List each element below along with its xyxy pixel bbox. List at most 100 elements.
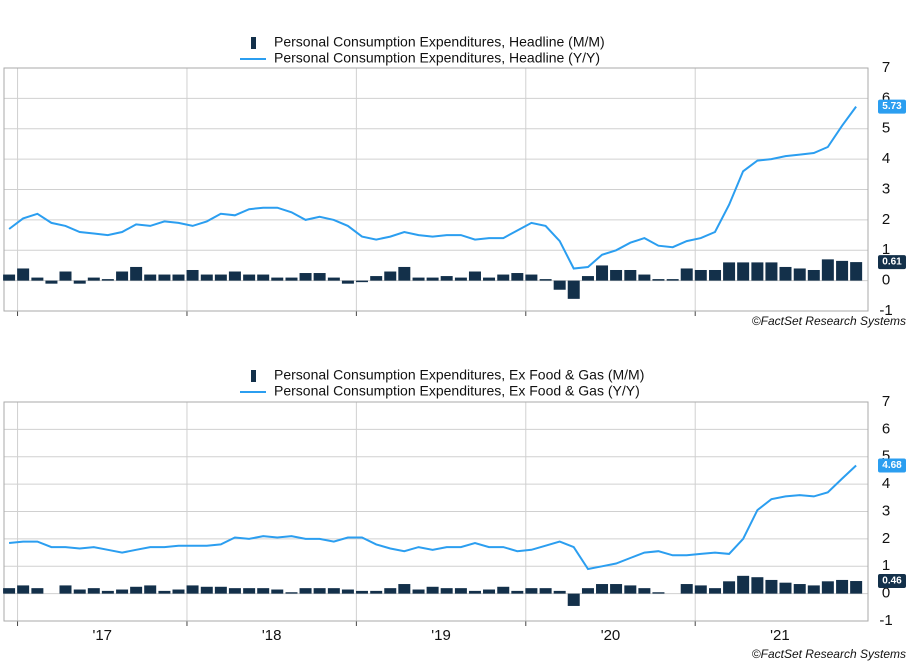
bar xyxy=(511,273,524,281)
x-tick-label: '21 xyxy=(770,627,790,644)
bar xyxy=(807,585,820,594)
bar xyxy=(398,584,411,594)
bar xyxy=(610,269,623,281)
bar xyxy=(31,277,44,281)
bar xyxy=(116,271,129,281)
bar xyxy=(539,279,552,281)
bar xyxy=(723,262,736,281)
y-tick-label: -1 xyxy=(879,302,892,319)
bar xyxy=(398,266,411,281)
legend-swatch xyxy=(251,37,256,49)
bar xyxy=(341,589,354,594)
bar xyxy=(525,274,538,281)
bar xyxy=(596,584,609,594)
bar xyxy=(59,271,72,281)
bar xyxy=(610,584,623,594)
bar xyxy=(793,584,806,594)
bar xyxy=(468,590,481,594)
bar xyxy=(370,276,383,281)
bar xyxy=(412,277,425,281)
bar xyxy=(511,590,524,594)
bar xyxy=(737,575,750,594)
bar xyxy=(553,590,566,594)
bar xyxy=(130,586,143,594)
y-tick-label: 0 xyxy=(882,585,890,602)
bar xyxy=(567,593,580,606)
bar xyxy=(652,592,665,594)
bar xyxy=(31,588,44,594)
y-tick-label: 2 xyxy=(882,211,890,228)
y-tick-label: 1 xyxy=(882,557,890,574)
bar xyxy=(327,588,340,594)
y-tick-label: 7 xyxy=(882,393,890,410)
value-label: 0.61 xyxy=(882,257,902,268)
bar xyxy=(694,585,707,594)
bar xyxy=(370,590,383,594)
bar xyxy=(426,277,439,281)
plot-frame xyxy=(3,401,869,622)
line xyxy=(9,464,857,571)
bar xyxy=(144,585,157,594)
bar xyxy=(779,266,792,281)
bar xyxy=(172,274,185,281)
bar xyxy=(214,274,227,281)
y-tick-label: 3 xyxy=(882,180,890,197)
line xyxy=(8,106,857,270)
bar xyxy=(468,271,481,281)
value-label: 5.73 xyxy=(882,101,902,112)
bar xyxy=(850,581,863,594)
bar xyxy=(313,588,326,594)
bar xyxy=(765,579,778,594)
bar xyxy=(73,280,86,284)
bar xyxy=(144,274,157,281)
bar xyxy=(821,581,834,594)
value-label-box xyxy=(878,99,906,114)
bar xyxy=(483,589,496,594)
bar xyxy=(483,277,496,281)
bar xyxy=(581,276,594,281)
bar xyxy=(3,274,16,281)
y-tick-label: 0 xyxy=(882,272,890,289)
bar xyxy=(709,588,722,594)
bar xyxy=(638,274,651,281)
bar xyxy=(172,589,185,594)
bar xyxy=(525,588,538,594)
bar xyxy=(836,260,849,281)
y-tick-label: 1 xyxy=(882,241,890,258)
bar xyxy=(553,280,566,290)
bar xyxy=(327,277,340,281)
bar xyxy=(807,269,820,281)
bar xyxy=(271,589,284,594)
bar xyxy=(73,589,86,594)
bar xyxy=(285,277,298,281)
bar xyxy=(158,274,171,281)
x-tick-label: '18 xyxy=(262,627,282,644)
bar xyxy=(440,588,453,594)
legend-label: Personal Consumption Expenditures, Ex Fo… xyxy=(274,383,640,399)
x-tick-label: '19 xyxy=(431,627,451,644)
bar xyxy=(228,271,241,281)
bar xyxy=(751,262,764,281)
y-tick-label: 6 xyxy=(882,89,890,106)
bar xyxy=(186,269,199,281)
bar xyxy=(355,590,368,594)
bar xyxy=(3,588,16,594)
y-tick-label: 4 xyxy=(882,150,890,167)
bar xyxy=(87,588,100,594)
legend-label: Personal Consumption Expenditures, Ex Fo… xyxy=(274,367,644,383)
bar xyxy=(200,274,213,281)
bar xyxy=(440,276,453,281)
y-tick-label: 4 xyxy=(882,475,890,492)
value-label-box xyxy=(878,255,906,270)
bar xyxy=(200,586,213,594)
y-tick-label: 5 xyxy=(882,120,890,137)
bar xyxy=(257,588,270,594)
bar xyxy=(355,280,368,283)
bar xyxy=(624,269,637,281)
bar xyxy=(454,588,467,594)
bar xyxy=(793,268,806,281)
y-tick-label: 2 xyxy=(882,530,890,547)
bar xyxy=(243,274,256,281)
bar xyxy=(228,588,241,594)
